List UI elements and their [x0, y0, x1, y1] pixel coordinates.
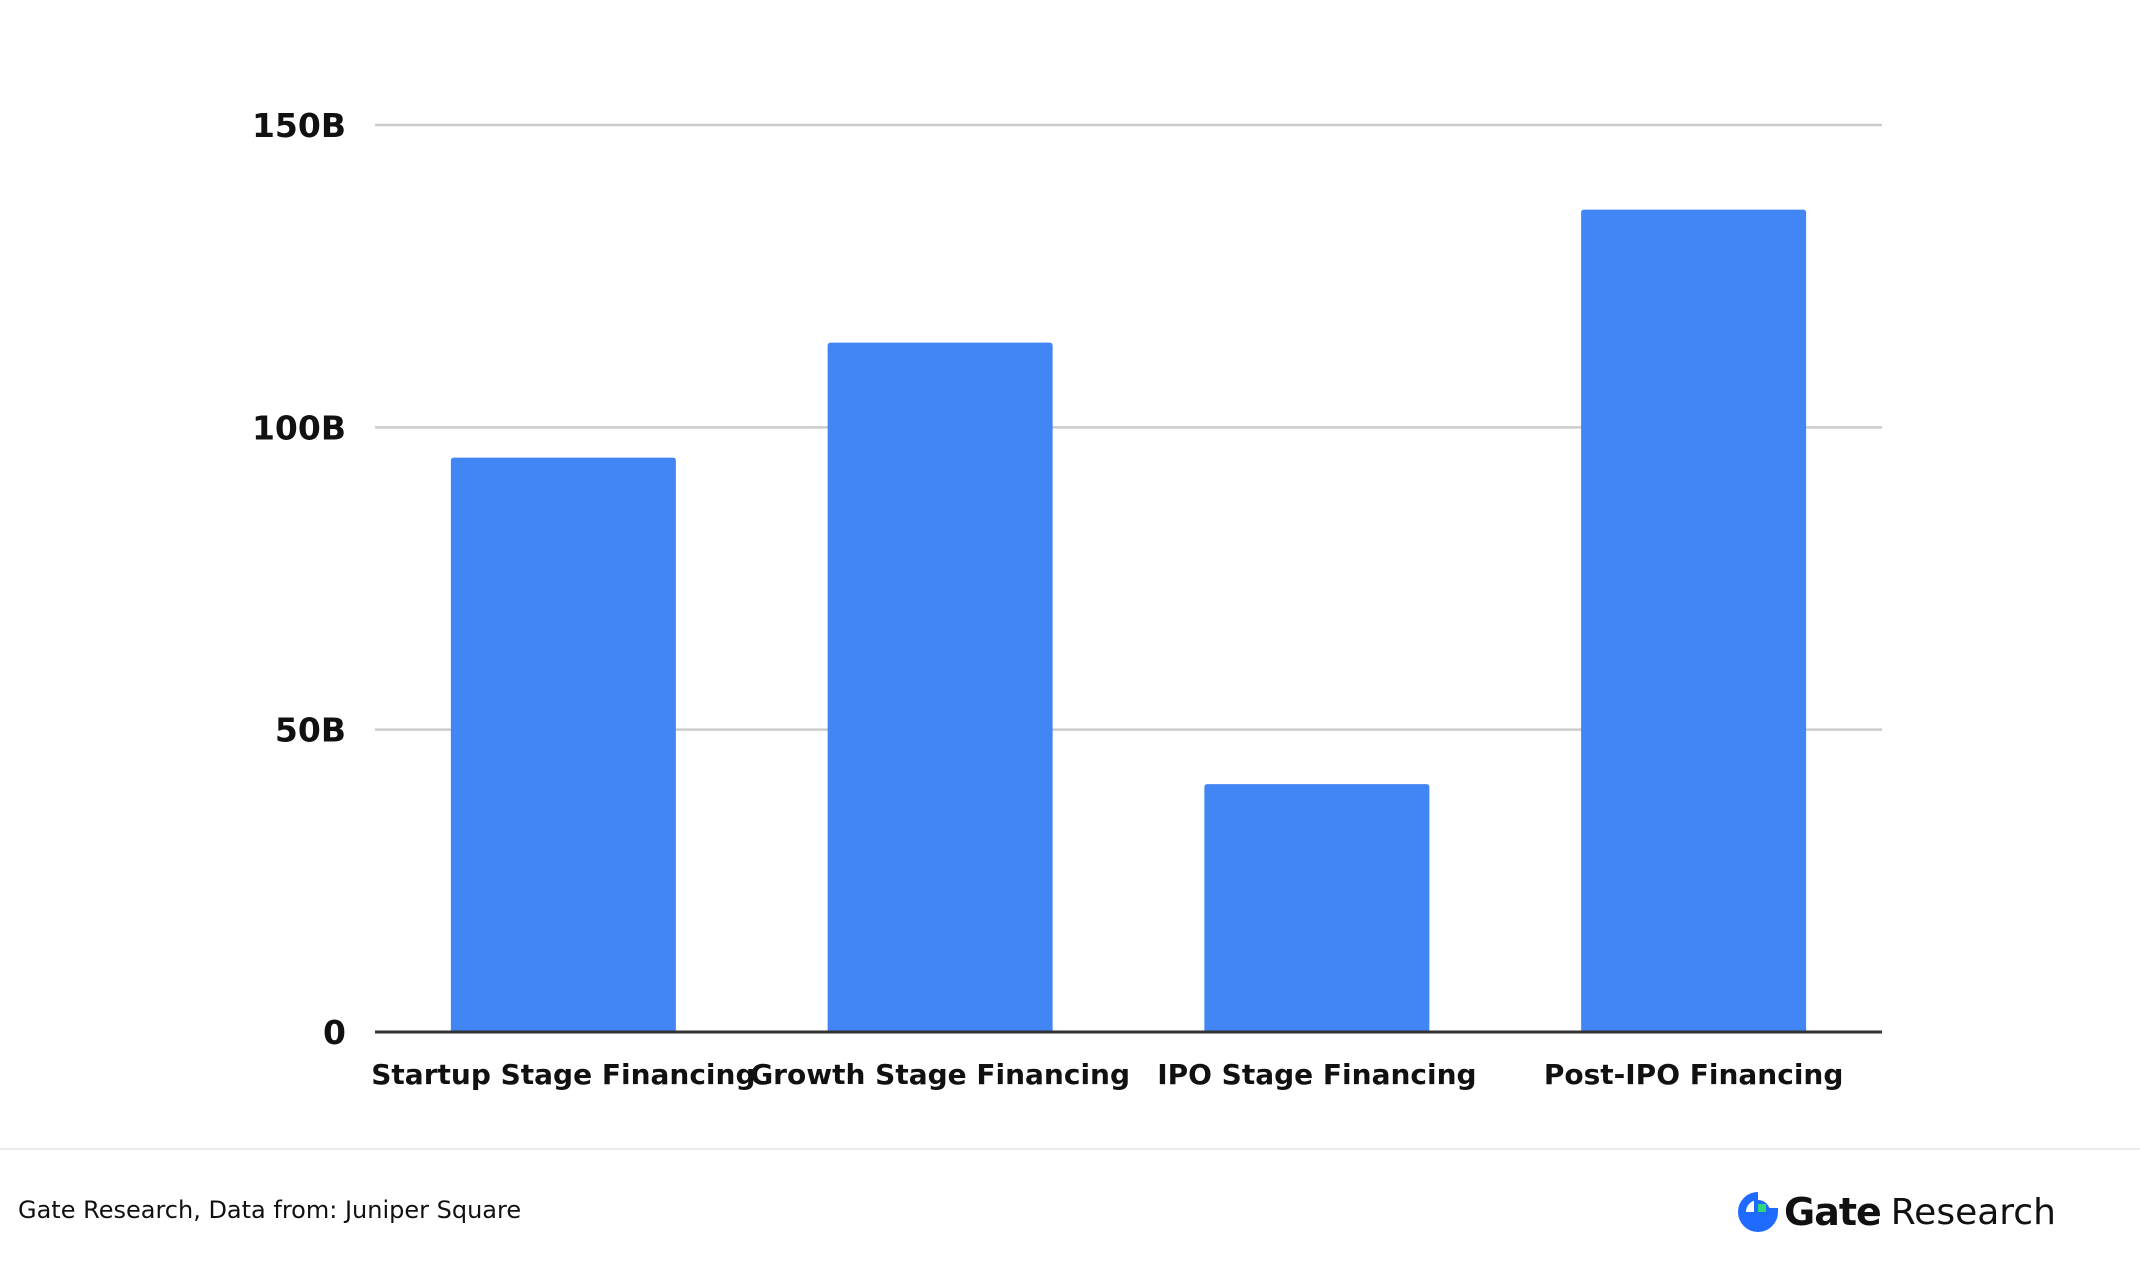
bar-startup-stage-financing — [450, 457, 676, 1033]
y-tick-label: 100B — [252, 408, 346, 447]
gate-logo-icon — [1738, 1192, 1778, 1232]
y-tick-label: 50B — [275, 711, 346, 750]
brand-name: Gate — [1784, 1190, 1882, 1234]
bar-post-ipo-financing — [1581, 209, 1807, 1033]
bar-growth-stage-financing — [827, 342, 1053, 1032]
source-note: Gate Research, Data from: Juniper Square — [18, 1196, 522, 1224]
brand-logo: Gate Research — [1738, 1186, 2056, 1238]
footer-divider — [0, 1148, 2140, 1150]
bar-chart: 0 50B 100B 150B Startup Stage FinancingGrow… — [252, 106, 1882, 1091]
chart-bars — [450, 209, 1807, 1033]
y-tick-label: 150B — [252, 106, 346, 145]
y-tick-label: 0 — [323, 1013, 346, 1052]
x-category-label: Post-IPO Financing — [1544, 1058, 1844, 1091]
bar-ipo-stage-financing — [1204, 784, 1430, 1032]
x-category-label: Growth Stage Financing — [750, 1058, 1130, 1091]
x-category-label: Startup Stage Financing — [371, 1058, 755, 1091]
y-axis-ticks: 0 50B 100B 150B — [252, 106, 346, 1052]
x-category-label: IPO Stage Financing — [1157, 1058, 1476, 1091]
brand-suffix: Research — [1890, 1191, 2056, 1233]
